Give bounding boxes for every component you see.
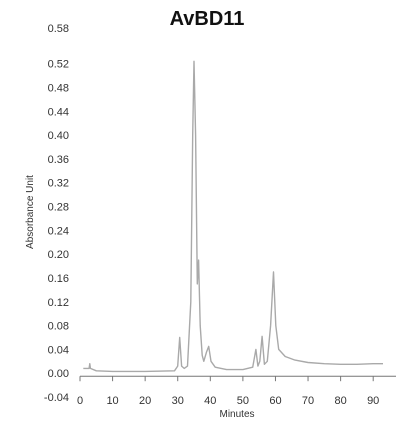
y-tick-label: 0.20 [48,249,69,261]
y-tick-label: 0.48 [48,83,69,95]
y-tick-label: 0.08 [48,321,69,333]
y-tick-label: 0.28 [48,202,69,214]
x-tick-label: 20 [139,395,151,407]
x-tick-label: 80 [334,395,346,407]
y-axis-title: Absorbance Unit [25,175,36,249]
y-tick-label: 0.58 [48,23,69,35]
x-axis: 0 10 20 30 40 50 60 70 80 90 [77,376,379,407]
x-tick-label: 50 [237,395,249,407]
y-tick-label: 0.16 [48,273,69,285]
y-tick-label: 0.40 [48,130,69,142]
y-tick-label: 0.24 [48,225,69,237]
x-tick-label: 40 [204,395,216,407]
x-tick-label: 10 [106,395,118,407]
y-tick-label: 0.44 [48,106,69,118]
x-tick-label: 70 [302,395,314,407]
absorbance-trace [83,60,383,373]
x-tick-label: 0 [77,395,83,407]
y-tick-label: 0.32 [48,178,69,190]
x-tick-label: 90 [367,395,379,407]
y-tick-label: 0.12 [48,297,69,309]
y-tick-label: 0.00 [48,368,69,380]
y-tick-label: 0.36 [48,154,69,166]
y-tick-label: 0.52 [48,59,69,71]
x-tick-label: 60 [269,395,281,407]
y-tick-label: -0.04 [44,392,69,404]
x-tick-label: 30 [172,395,184,407]
x-axis-title: Minutes [219,409,254,420]
chart-title: AvBD11 [170,8,245,30]
y-axis: -0.04 0.00 0.04 0.08 0.12 0.16 0.20 0.24 0.28 0.3… [44,23,69,404]
y-tick-label: 0.04 [48,344,69,356]
